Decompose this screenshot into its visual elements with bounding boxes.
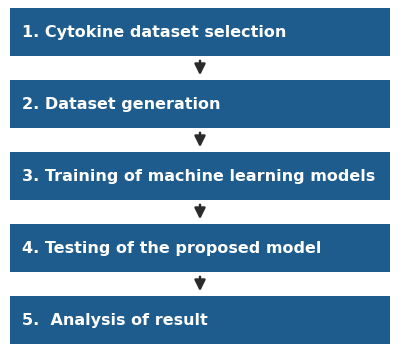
Bar — [10, 8, 390, 56]
Text: 5.  Analysis of result: 5. Analysis of result — [22, 313, 208, 327]
Text: 3. Training of machine learning models: 3. Training of machine learning models — [22, 169, 375, 183]
Text: 2. Dataset generation: 2. Dataset generation — [22, 96, 220, 112]
Text: 4. Testing of the proposed model: 4. Testing of the proposed model — [22, 240, 321, 256]
Bar — [10, 296, 390, 344]
Bar — [10, 80, 390, 128]
Bar — [10, 224, 390, 272]
Text: 1. Cytokine dataset selection: 1. Cytokine dataset selection — [22, 25, 286, 39]
Bar — [10, 152, 390, 200]
